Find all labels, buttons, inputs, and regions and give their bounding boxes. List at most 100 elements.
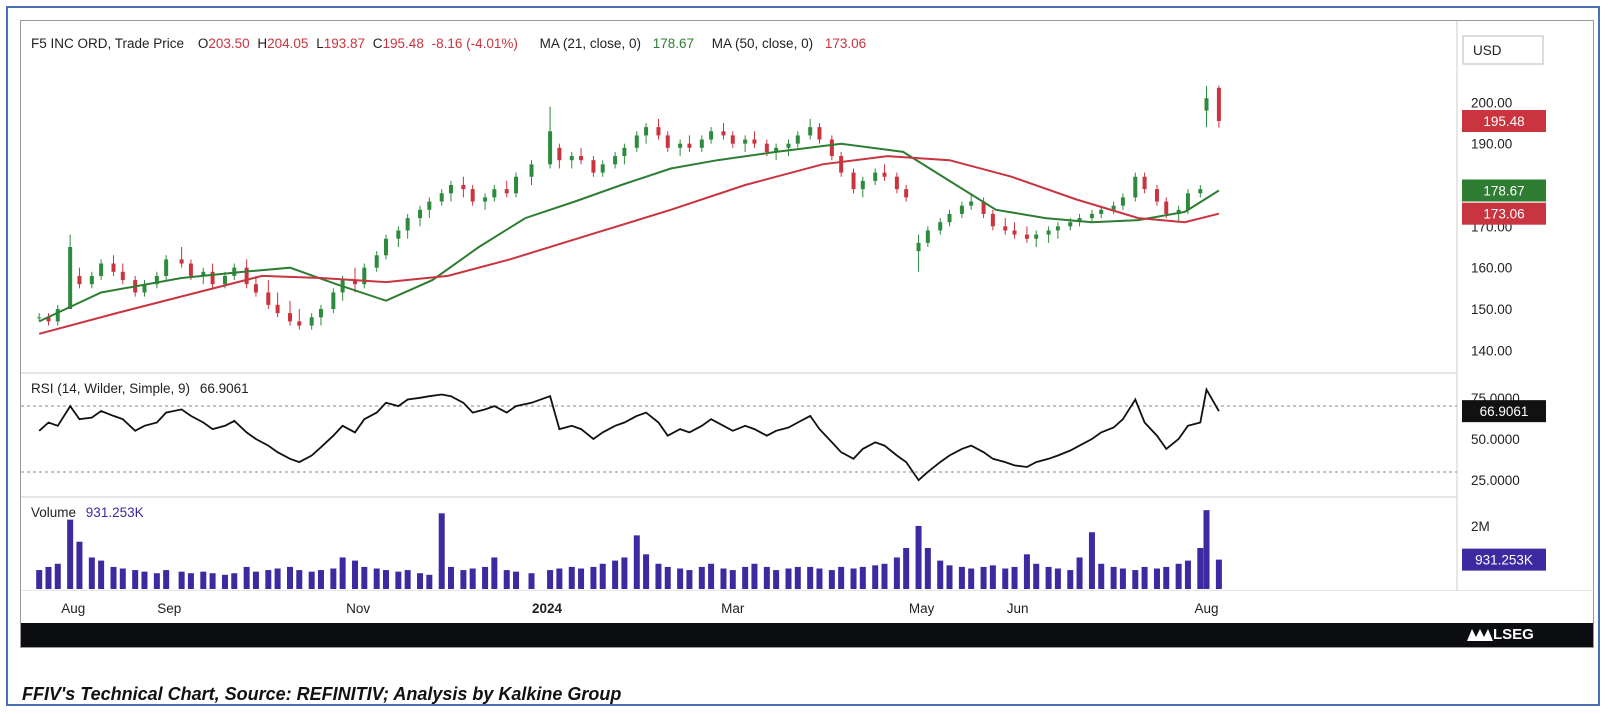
- candle-body: [353, 280, 358, 285]
- candle-body: [529, 164, 534, 177]
- candle-body: [1003, 226, 1008, 231]
- volume-bar: [729, 570, 736, 589]
- volume-bar: [503, 570, 510, 589]
- volume-bar: [872, 565, 879, 589]
- volume-bar: [352, 560, 359, 589]
- candle-body: [644, 127, 649, 136]
- volume-bar: [590, 566, 597, 589]
- volume-bar: [296, 570, 303, 589]
- volume-bar: [773, 570, 780, 589]
- volume-bar: [621, 557, 628, 589]
- volume-value: 931.253K: [86, 505, 144, 520]
- candle-body: [55, 309, 60, 322]
- volume-bar: [404, 570, 411, 589]
- candle-body: [752, 139, 757, 144]
- volume-tag: 931.253K: [1475, 553, 1533, 568]
- volume-bar: [54, 563, 61, 589]
- symbol-label: F5 INC ORD, Trade Price: [31, 36, 184, 51]
- candle-body: [154, 275, 159, 285]
- rsi-y-tick: 50.0000: [1471, 432, 1520, 447]
- currency-button[interactable]: USD: [1473, 43, 1502, 58]
- volume-bar: [794, 566, 801, 589]
- candle-body: [483, 197, 488, 202]
- volume-bar: [708, 563, 715, 589]
- volume-bar: [859, 566, 866, 589]
- candle-body: [1111, 205, 1116, 210]
- volume-bar: [482, 566, 489, 589]
- x-axis-strip: [21, 591, 1457, 623]
- ma50-tag-bg: [1462, 202, 1546, 225]
- volume-bar: [45, 566, 52, 589]
- rsi-y-tick: 25.0000: [1471, 473, 1520, 488]
- volume-bar: [742, 566, 749, 589]
- candle-body: [557, 147, 562, 161]
- candle-body: [142, 284, 147, 293]
- volume-bar: [1088, 532, 1095, 589]
- candle-body: [665, 135, 670, 148]
- volume-bar: [110, 566, 117, 589]
- candle-body: [297, 321, 302, 326]
- value-tags: 195.48 178.67 173.06 66.9061 931.253K: [1462, 110, 1546, 571]
- candle-body: [201, 271, 206, 276]
- volume-bar: [1215, 559, 1222, 589]
- rsi-value: 66.9061: [200, 381, 249, 396]
- candle-body: [46, 317, 51, 322]
- volume-bar: [274, 568, 281, 589]
- close-label: C: [373, 36, 383, 51]
- candle-body: [439, 193, 444, 202]
- ma21-tag: 178.67: [1483, 183, 1524, 198]
- candle-body: [99, 263, 104, 276]
- candle-body: [504, 189, 509, 194]
- candle-body: [1046, 230, 1051, 235]
- crown-icon: [1467, 629, 1493, 641]
- volume-bar: [937, 560, 944, 589]
- candle-body: [969, 201, 974, 206]
- x-tick-label: Nov: [346, 601, 370, 616]
- candle-body: [164, 259, 169, 276]
- candle-body: [938, 222, 943, 231]
- candle-body: [309, 317, 314, 326]
- change-value: -8.16 (-4.01%): [432, 36, 518, 51]
- volume-bar: [698, 566, 705, 589]
- volume-bar: [1011, 566, 1018, 589]
- volume-bar: [980, 566, 987, 589]
- x-tick-label: 2024: [532, 601, 563, 616]
- currency-button-frame[interactable]: [1462, 35, 1544, 65]
- candle-body: [188, 263, 193, 276]
- candle-body: [120, 271, 125, 281]
- high-value: 204.05: [267, 36, 308, 51]
- volume-bar: [76, 541, 83, 589]
- candle-body: [1154, 189, 1159, 202]
- volume-bar: [1175, 563, 1182, 589]
- ma50-tag: 173.06: [1483, 207, 1524, 222]
- candle-body: [959, 205, 964, 214]
- candle-body: [1204, 98, 1209, 111]
- figure-frame: F5 INC ORD, Trade Price O203.50 H204.05 …: [6, 6, 1600, 706]
- candle-body: [622, 147, 627, 157]
- volume-bar: [763, 566, 770, 589]
- candle-body: [591, 160, 596, 173]
- candle-body: [1089, 213, 1094, 219]
- candle-body: [721, 131, 726, 136]
- rsi-label: RSI (14, Wilder, Simple, 9): [31, 381, 190, 396]
- candle-body: [1176, 209, 1181, 214]
- volume-bar: [1067, 570, 1074, 589]
- volume-bar: [915, 525, 922, 589]
- rsi-header: RSI (14, Wilder, Simple, 9) 66.9061: [31, 381, 249, 396]
- volume-bar: [373, 568, 380, 589]
- candle-body: [699, 139, 704, 148]
- volume-bar: [317, 570, 324, 589]
- x-axis-corner: [1457, 591, 1593, 623]
- candle-body: [1099, 209, 1104, 214]
- volume-bar: [612, 560, 619, 589]
- volume-bar: [903, 548, 910, 589]
- candle-body: [808, 127, 813, 136]
- price-y-tick: 150.00: [1471, 302, 1512, 317]
- candle-body: [492, 189, 497, 198]
- volume-bar: [132, 570, 139, 589]
- rsi-tag: 66.9061: [1480, 404, 1529, 419]
- candle-body: [709, 131, 714, 140]
- volume-bar: [1110, 566, 1117, 589]
- volume-bar: [265, 570, 272, 589]
- x-axis: Aug Sep Nov 2024 Mar May Jun Aug: [61, 601, 1218, 616]
